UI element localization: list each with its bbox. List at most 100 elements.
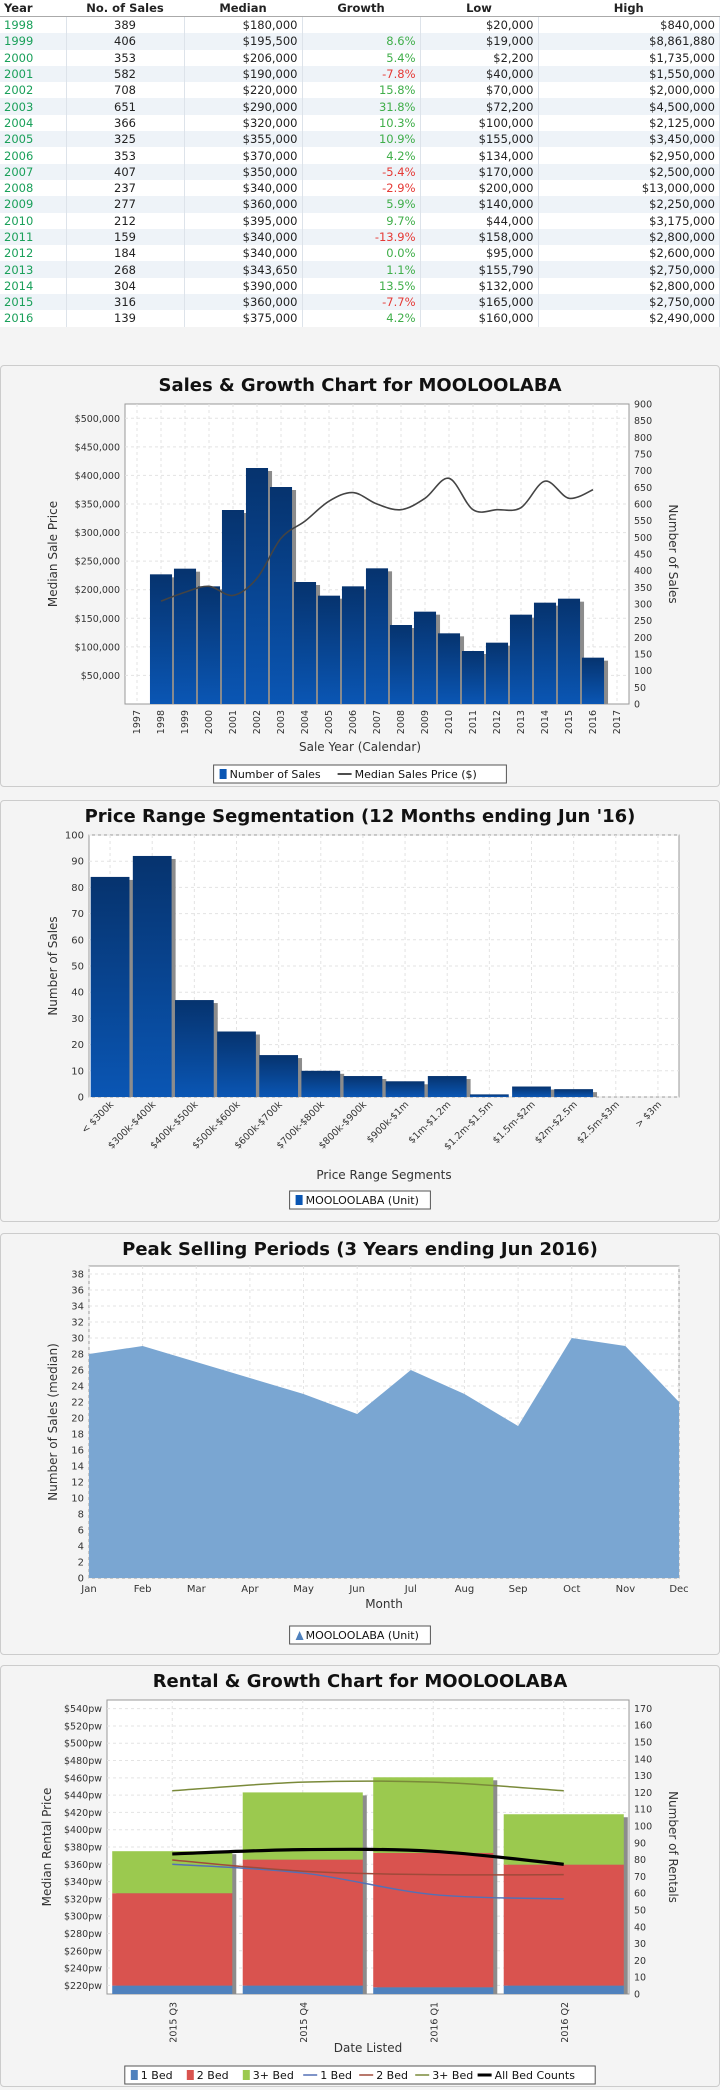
y-tick-label: $520pw <box>64 1721 102 1732</box>
table-cell-high: $2,950,000 <box>538 147 720 164</box>
table-cell-low: $44,000 <box>420 212 539 229</box>
x-tick-label: > $3m <box>633 1099 664 1130</box>
legend-label: All Bed Counts <box>495 2069 576 2082</box>
table-cell-year: 2008 <box>0 179 67 197</box>
y-tick-label: 90 <box>71 857 84 868</box>
y-tick-label: $300pw <box>64 1912 102 1923</box>
y2-tick-label: 20 <box>634 1956 646 1967</box>
chart-title: Sales & Growth Chart for MOOLOOLABA <box>158 375 561 396</box>
table-cell-median: $340,000 <box>184 228 303 246</box>
x-tick-label: 2016 <box>588 710 599 734</box>
y2-tick-label: 750 <box>634 450 652 461</box>
table-cell-year: 2007 <box>0 163 67 180</box>
bar-segment-3-bed <box>503 1814 624 1865</box>
bar-number-of-sales <box>365 568 389 704</box>
table-cell-low: $155,000 <box>420 131 539 148</box>
bar-segment-1-bed <box>373 1987 494 1994</box>
x-tick-label: $1.5m-$2m <box>491 1099 538 1146</box>
y2-tick-label: 110 <box>634 1805 652 1816</box>
y2-tick-label: 40 <box>634 1922 646 1933</box>
table-cell-growth: 8.6% <box>302 33 421 50</box>
bar-number-of-sales <box>509 614 533 704</box>
y2-axis-label: Number of Sales <box>666 504 680 603</box>
table-cell-year: 2010 <box>0 212 67 229</box>
bar-price-range <box>259 1055 299 1097</box>
y2-tick-label: 130 <box>634 1771 652 1782</box>
legend-label: Median Sales Price ($) <box>355 768 477 781</box>
x-tick-label: 1997 <box>132 710 143 734</box>
x-tick-label: 2010 <box>444 710 455 734</box>
table-cell-growth: -5.4% <box>302 163 421 180</box>
table-cell-sales: 407 <box>66 163 185 180</box>
bar-price-range <box>90 876 130 1097</box>
y2-tick-label: 550 <box>634 516 652 527</box>
y-tick-label: $440pw <box>64 1791 102 1802</box>
table-cell-growth: 15.8% <box>302 82 421 99</box>
table-cell-high: $2,800,000 <box>538 277 720 295</box>
bar-segment-1-bed <box>242 1985 363 1994</box>
y2-tick-label: 120 <box>634 1788 652 1799</box>
x-tick-label: 2001 <box>228 710 239 734</box>
table-cell-low: $2,200 <box>420 49 539 66</box>
y-tick-label: $500,000 <box>75 414 120 425</box>
legend-label: 3+ Bed <box>432 2069 473 2082</box>
table-row: 2007 407 $350,000 -5.4% $170,000 $2,500,000 <box>0 163 720 180</box>
y-axis-label: Number of Sales <box>46 916 60 1015</box>
y-tick-label: $420pw <box>64 1808 102 1819</box>
table-cell-sales: 389 <box>66 16 185 34</box>
table-cell-sales: 304 <box>66 277 185 295</box>
y2-tick-label: 200 <box>634 633 652 644</box>
table-cell-sales: 651 <box>66 98 185 115</box>
x-tick-label: 2013 <box>516 710 527 734</box>
x-axis-label: Month <box>365 1597 403 1611</box>
price-range-chart: Price Range Segmentation (12 Months endi… <box>46 806 680 1210</box>
legend-swatch <box>295 1631 304 1640</box>
table-cell-sales: 159 <box>66 228 185 246</box>
table-body: 1998 389 $180,000 $20,000 $840,000 1999 406 $19… <box>0 16 720 327</box>
bar-price-range <box>132 855 172 1097</box>
peak-selling-chart: Peak Selling Periods (3 Years ending Jun… <box>46 1239 689 1645</box>
y-tick-label: 16 <box>71 1446 84 1457</box>
y-tick-label: $400,000 <box>75 471 120 482</box>
table-cell-high: $2,000,000 <box>538 82 720 99</box>
table-cell-year: 2013 <box>0 261 67 278</box>
column-header-high: High <box>538 0 720 17</box>
table-cell-median: $190,000 <box>184 65 303 83</box>
x-tick-label: $1m-$1.2m <box>407 1099 454 1146</box>
line-all-bed-counts <box>172 1847 564 1866</box>
x-tick-label: 2005 <box>324 710 335 734</box>
y-tick-label: $400pw <box>64 1825 102 1836</box>
bar-number-of-sales <box>485 642 509 704</box>
table-cell-sales: 708 <box>66 82 185 99</box>
legend-label: MOOLOOLABA (Unit) <box>306 1629 419 1642</box>
bar-number-of-sales <box>437 633 461 704</box>
column-header-growth: Growth <box>302 0 420 17</box>
table-cell-year: 2011 <box>0 228 67 246</box>
y2-tick-label: 60 <box>634 1889 646 1900</box>
y-tick-label: $250,000 <box>75 557 120 568</box>
table-cell-growth: 9.7% <box>302 212 421 229</box>
x-tick-label: Sep <box>509 1584 528 1595</box>
table-cell-low: $200,000 <box>420 179 539 197</box>
x-tick-label: 2015 Q3 <box>168 2002 179 2043</box>
y2-tick-label: 900 <box>634 400 652 411</box>
table-cell-low: $140,000 <box>420 196 539 213</box>
table-cell-sales: 277 <box>66 196 185 213</box>
x-tick-label: Jun <box>348 1584 365 1595</box>
legend <box>289 1190 431 1210</box>
table-cell-median: $340,000 <box>184 179 303 197</box>
y-tick-label: 18 <box>71 1430 84 1441</box>
table-cell-high: $1,550,000 <box>538 65 720 83</box>
table-cell-sales: 325 <box>66 131 185 148</box>
sales-growth-chart: Sales & Growth Chart for MOOLOOLABA $50,0… <box>46 375 680 784</box>
y2-tick-label: 650 <box>634 483 652 494</box>
column-header-no-of-sales: No. of Sales <box>66 0 184 17</box>
table-row: 2009 277 $360,000 5.9% $140,000 $2,250,000 <box>0 196 720 213</box>
y-tick-label: $50,000 <box>81 671 120 682</box>
y2-tick-label: 150 <box>634 650 652 661</box>
x-tick-label: 2004 <box>300 710 311 734</box>
table-row: 2012 184 $340,000 0.0% $95,000 $2,600,000 <box>0 245 720 262</box>
area-peak-selling <box>89 1338 679 1578</box>
y-tick-label: 10 <box>71 1494 84 1505</box>
y-tick-label: 40 <box>71 988 84 999</box>
